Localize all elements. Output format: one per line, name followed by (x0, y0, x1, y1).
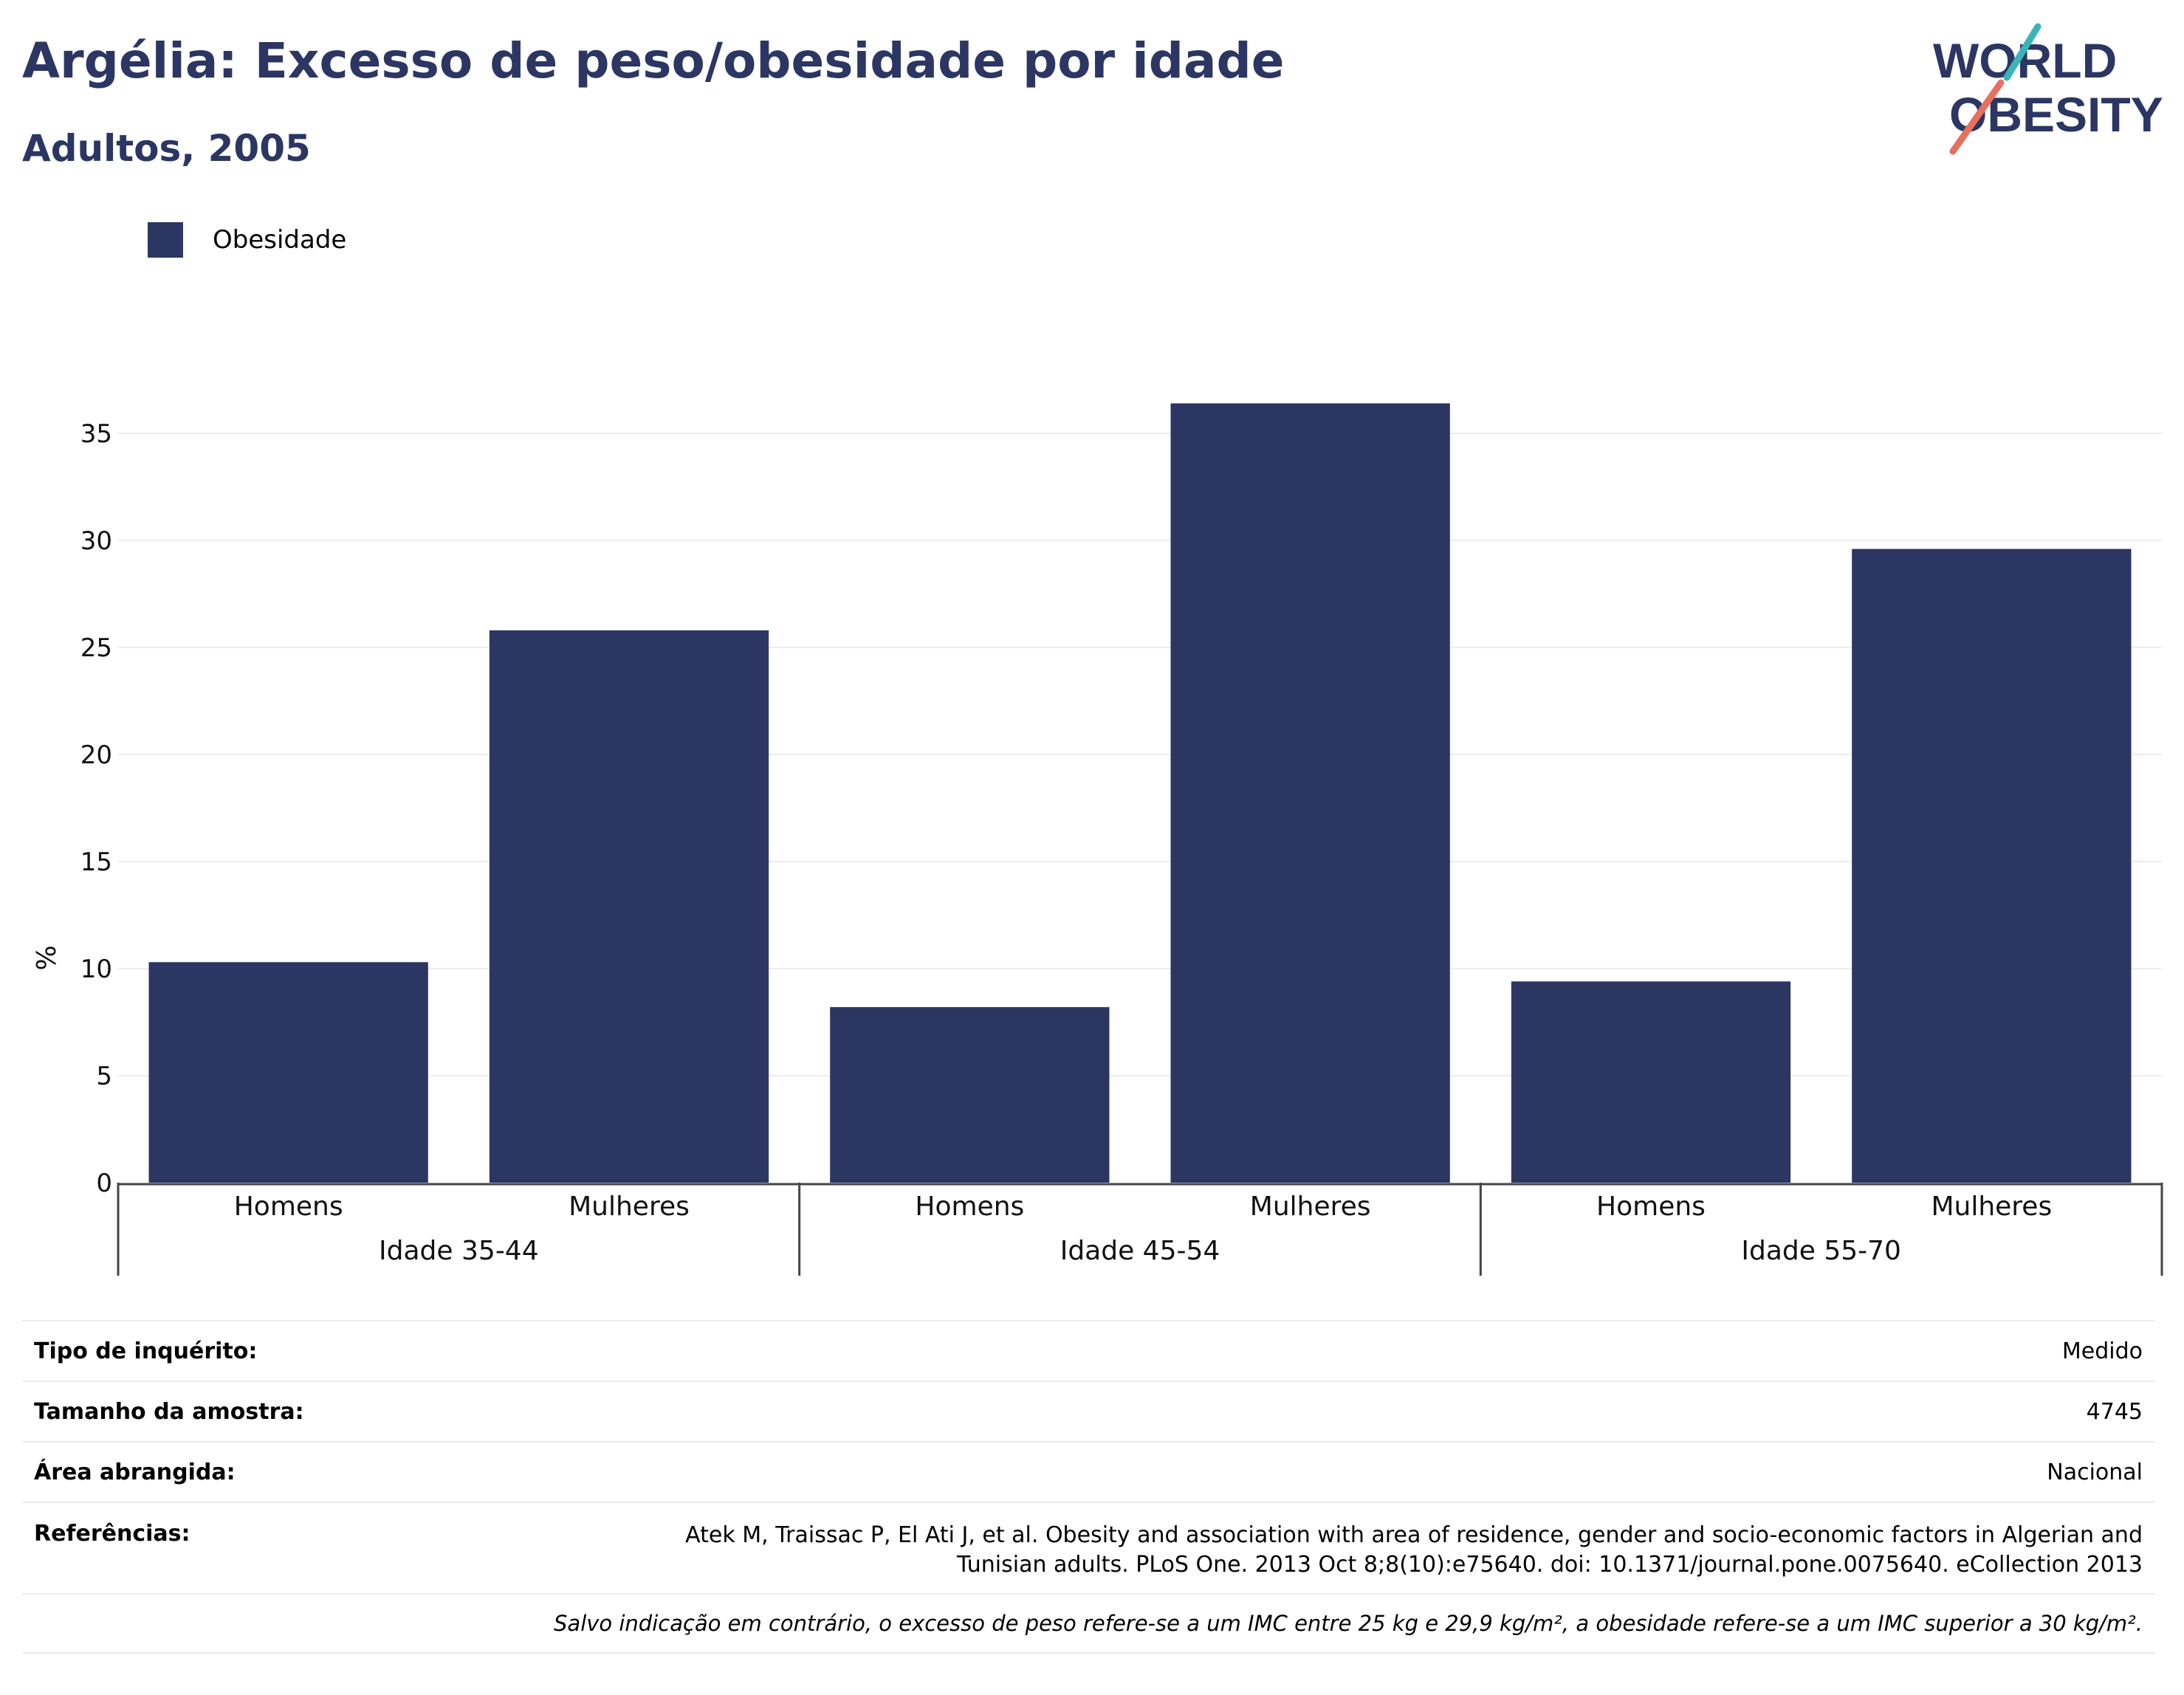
area-label: Área abrangida: (34, 1459, 236, 1485)
legend-swatch (148, 222, 183, 258)
sample-size-label: Tamanho da amostra: (34, 1398, 304, 1425)
info-row-references: Referências: Atek M, Traissac P, El Ati … (22, 1502, 2154, 1593)
y-tick-label: 5 (96, 1062, 112, 1091)
logo-line2: OBESITY (1949, 87, 2163, 142)
survey-type-label: Tipo de inquérito: (34, 1338, 258, 1364)
y-tick-label: 35 (80, 419, 112, 449)
chart-title: Argélia: Excesso de peso/obesidade por i… (22, 32, 1285, 89)
references-line2: Tunisian adults. PLoS One. 2013 Oct 8;8(… (957, 1552, 2143, 1578)
references-label: Referências: (34, 1521, 190, 1547)
bar (489, 630, 769, 1183)
info-row-note: Salvo indicação em contrário, o excesso … (22, 1593, 2154, 1654)
x-category-label: Mulheres (1931, 1192, 2052, 1222)
bar (1852, 549, 2132, 1183)
references-value: Atek M, Traissac P, El Ati J, et al. Obe… (685, 1521, 2143, 1580)
bar (830, 1007, 1110, 1183)
x-category-label: Homens (234, 1192, 343, 1222)
y-tick-label: 25 (80, 633, 112, 663)
x-group-label: Idade 45-54 (1060, 1236, 1220, 1266)
legend-label: Obesidade (213, 225, 347, 255)
y-tick-label: 10 (80, 955, 112, 984)
info-row-area: Área abrangida: Nacional (22, 1441, 2154, 1502)
bar-chart: 0 5 10 15 20 25 30 35% Homens Mulheres Homens Mulhe… (32, 403, 2163, 1276)
area-value: Nacional (2047, 1459, 2143, 1485)
y-tick-label: 20 (80, 740, 112, 770)
x-category-label: Homens (1596, 1192, 1706, 1222)
legend[interactable]: Obesidade (148, 221, 346, 258)
info-row-survey-type: Tipo de inquérito: Medido (22, 1320, 2154, 1381)
sample-size-value: 4745 (2086, 1398, 2143, 1425)
bar (1170, 403, 1450, 1183)
y-tick-label: 30 (80, 526, 112, 556)
bar (1511, 981, 1791, 1183)
chart-subtitle: Adultos, 2005 (22, 127, 311, 170)
x-category-label: Mulheres (569, 1192, 690, 1222)
x-group-label: Idade 35-44 (379, 1236, 539, 1266)
logo-coral-stroke (1949, 79, 2005, 155)
world-obesity-logo: WORLD OBESITY (1933, 23, 2163, 155)
references-line1: Atek M, Traissac P, El Ati J, et al. Obe… (685, 1522, 2143, 1548)
bar (148, 962, 428, 1183)
x-category-label: Homens (915, 1192, 1024, 1222)
bmi-note: Salvo indicação em contrário, o excesso … (554, 1611, 2143, 1636)
x-category-label: Mulheres (1250, 1192, 1371, 1222)
logo-teal-stroke (2003, 23, 2042, 81)
x-group-label: Idade 55-70 (1741, 1236, 1901, 1266)
y-axis-title: % (32, 945, 62, 970)
info-row-sample-size: Tamanho da amostra: 4745 (22, 1381, 2154, 1441)
y-tick-label: 0 (96, 1169, 112, 1198)
y-tick-label: 15 (80, 848, 112, 877)
survey-info-table: Tipo de inquérito: Medido Tamanho da amo… (22, 1320, 2154, 1654)
survey-type-value: Medido (2061, 1338, 2143, 1364)
